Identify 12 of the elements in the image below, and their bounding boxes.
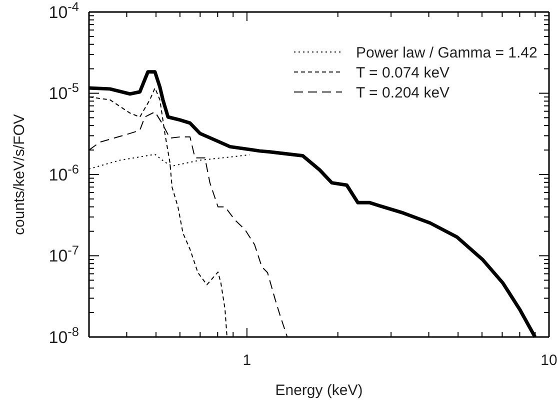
y-tick-label: 10$^{-5}$	[48, 80, 79, 104]
y-tick-label: 10$^{-4}$	[48, 0, 79, 22]
y-tick-label: 10$^{-8}$	[48, 323, 79, 347]
legend-label: T = 0.204 keV	[356, 84, 450, 102]
y-axis-title: counts/keV/s/FOV	[11, 114, 28, 235]
y-tick-label: 10$^{-6}$	[48, 160, 79, 184]
legend-label: Power law / Gamma = 1.42	[356, 44, 538, 62]
x-tick-label: 1	[242, 352, 252, 369]
y-tick-label: 10$^{-7}$	[48, 242, 79, 266]
legend-label: T = 0.074 keV	[356, 64, 450, 82]
x-axis-title: Energy (keV)	[275, 382, 363, 399]
x-tick-label: 10	[540, 352, 557, 369]
